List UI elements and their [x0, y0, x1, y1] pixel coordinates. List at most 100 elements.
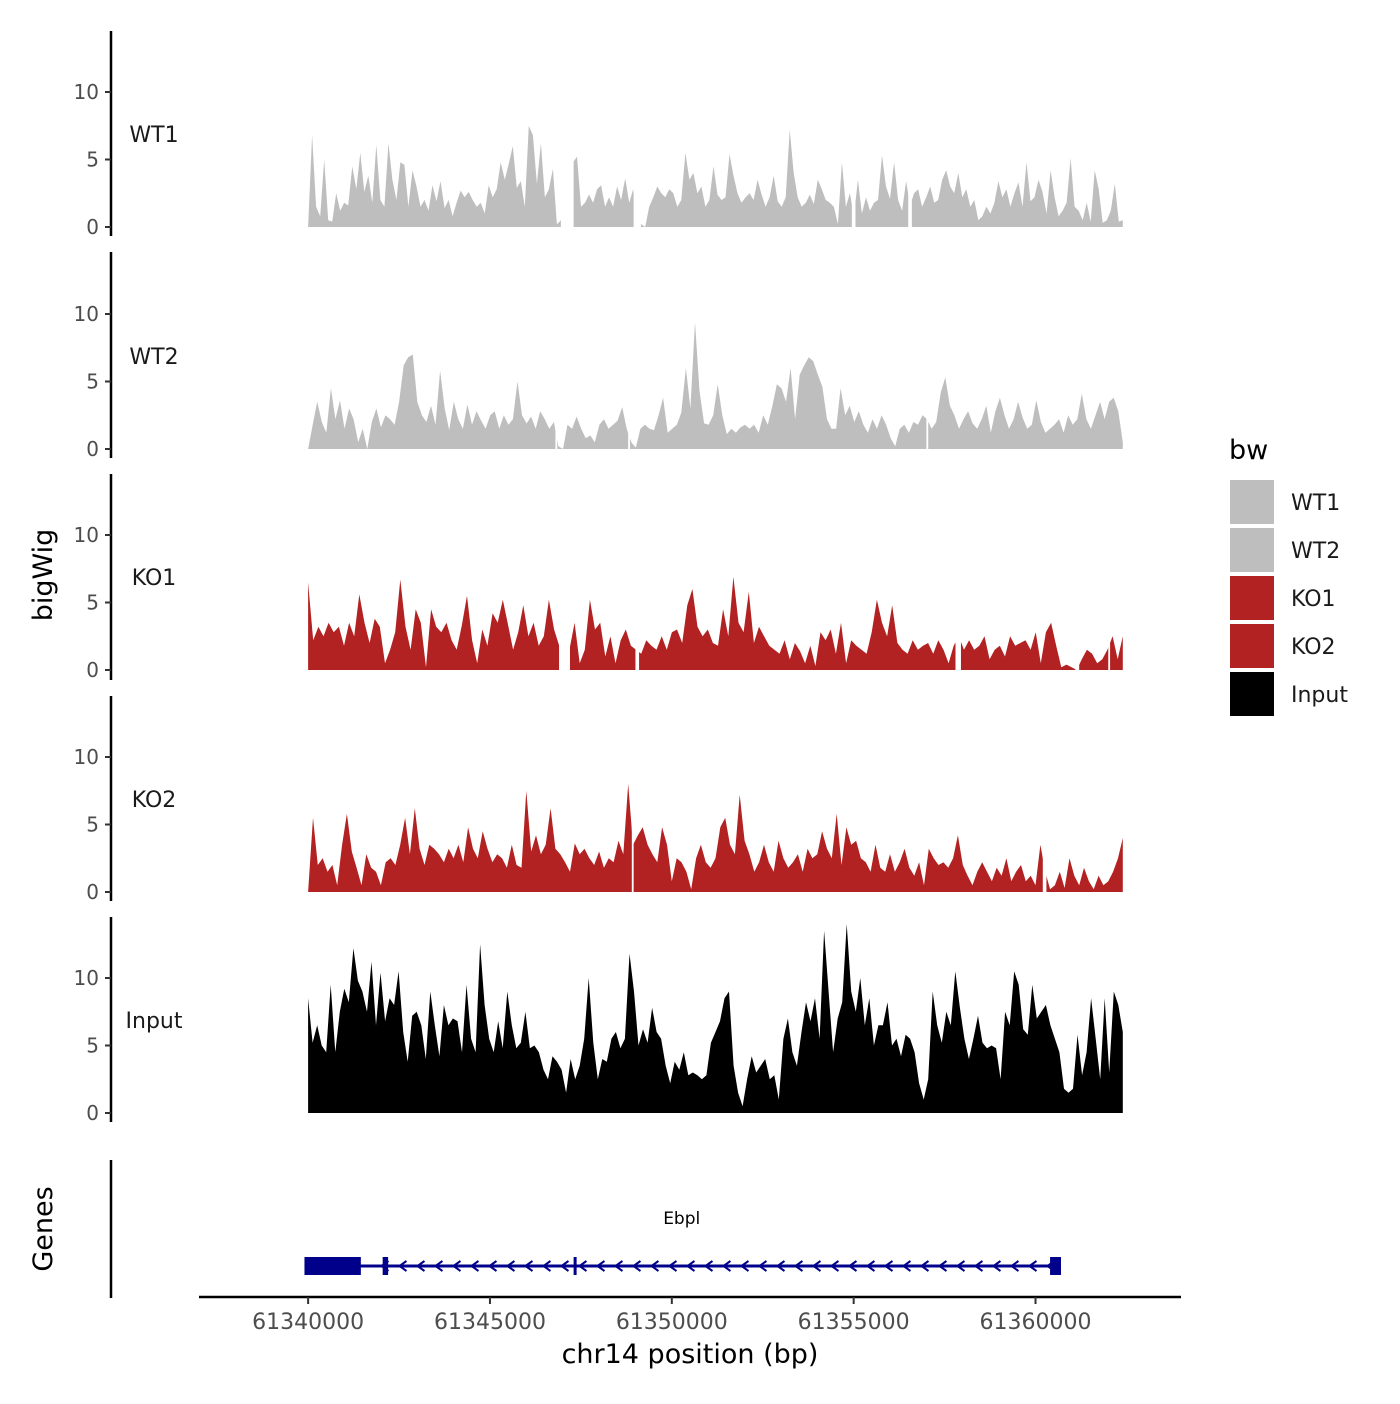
track-label-wt1: WT1	[129, 123, 178, 148]
track-gap-ko2	[1042, 696, 1047, 893]
track-gap-wt1	[560, 31, 574, 228]
track-gap-ko1	[955, 474, 961, 671]
y-tick-label-ko2: 10	[74, 745, 99, 769]
gene-strand-arrow	[1027, 1260, 1038, 1272]
track-area-wt2	[308, 322, 1123, 449]
track-label-wt2: WT2	[129, 345, 178, 370]
gene-strand-arrow	[415, 1260, 426, 1272]
gene-strand-arrow	[973, 1260, 984, 1272]
track-label-input: Input	[126, 1009, 183, 1034]
gene-strand-arrow	[955, 1260, 966, 1272]
y-tick-label-ko1: 0	[86, 658, 99, 682]
track-gap-ko1	[1108, 474, 1111, 671]
track-gap-ko2	[631, 696, 634, 893]
gene-exon	[573, 1257, 577, 1275]
track-gap-wt1	[851, 31, 856, 228]
gene-strand-arrow	[469, 1260, 480, 1272]
y-tick-label-ko1: 10	[74, 523, 99, 547]
gene-strand-arrow	[685, 1260, 696, 1272]
gene-strand-arrow	[523, 1260, 534, 1272]
x-axis-title: chr14 position (bp)	[562, 1339, 819, 1370]
y-tick-label-wt2: 5	[86, 370, 99, 394]
y-tick-label-wt1: 10	[74, 80, 99, 104]
gene-strand-arrow	[703, 1260, 714, 1272]
gene-strand-arrow	[433, 1260, 444, 1272]
track-gap-ko1	[1075, 474, 1080, 671]
legend-swatch-wt2	[1230, 528, 1274, 572]
gene-strand-arrow	[559, 1260, 570, 1272]
track-label-ko1: KO1	[132, 566, 177, 591]
legend-swatch-ko1	[1230, 576, 1274, 620]
track-area-wt1	[308, 125, 1123, 227]
gene-label: Ebpl	[663, 1209, 700, 1229]
gene-strand-arrow	[829, 1260, 840, 1272]
gene-strand-arrow	[793, 1260, 804, 1272]
gene-strand-arrow	[1009, 1260, 1020, 1272]
y-axis-title: bigWig	[28, 529, 59, 622]
legend-label-wt2: WT2	[1291, 539, 1340, 564]
gene-exon	[1050, 1257, 1061, 1275]
gene-strand-arrow	[775, 1260, 786, 1272]
y-tick-label-wt1: 0	[86, 215, 99, 239]
y-tick-label-input: 5	[86, 1034, 99, 1058]
genes-axis-title: Genes	[28, 1186, 59, 1271]
track-area-ko2	[308, 784, 1123, 892]
x-tick-label: 61360000	[980, 1310, 1092, 1335]
gene-exon	[304, 1257, 361, 1275]
x-tick-label: 61350000	[616, 1310, 728, 1335]
legend-label-input: Input	[1291, 683, 1348, 708]
legend-label-ko1: KO1	[1291, 587, 1336, 612]
gene-strand-arrow	[667, 1260, 678, 1272]
legend-swatch-wt1	[1230, 480, 1274, 524]
track-gap-wt2	[555, 252, 558, 450]
legend-label-ko2: KO2	[1291, 635, 1336, 660]
gene-strand-arrow	[577, 1260, 588, 1272]
track-area-ko1	[308, 576, 1123, 670]
x-tick-label: 61345000	[434, 1310, 546, 1335]
gene-strand-arrow	[613, 1260, 624, 1272]
y-tick-label-ko1: 5	[86, 591, 99, 615]
gene-strand-arrow	[991, 1260, 1002, 1272]
legend-swatch-input	[1230, 672, 1274, 716]
track-gap-ko1	[635, 474, 640, 671]
track-gap-wt1	[908, 31, 912, 228]
gene-strand-arrow	[937, 1260, 948, 1272]
x-tick-label: 61340000	[252, 1310, 364, 1335]
track-gap-wt2	[628, 252, 630, 450]
gene-strand-arrow	[721, 1260, 732, 1272]
gene-exon	[382, 1257, 389, 1275]
gene-strand-arrow	[901, 1260, 912, 1272]
y-tick-label-input: 10	[74, 966, 99, 990]
gene-strand-arrow	[865, 1260, 876, 1272]
legend-label-wt1: WT1	[1291, 491, 1340, 516]
y-tick-label-wt2: 10	[74, 302, 99, 326]
gene-strand-arrow	[811, 1260, 822, 1272]
gene-strand-arrow	[397, 1260, 408, 1272]
gene-strand-arrow	[883, 1260, 894, 1272]
gene-strand-arrow	[757, 1260, 768, 1272]
gene-strand-arrow	[631, 1260, 642, 1272]
y-tick-label-ko2: 5	[86, 813, 99, 837]
track-area-input	[308, 924, 1123, 1113]
gene-strand-arrow	[649, 1260, 660, 1272]
legend-title: bw	[1229, 435, 1268, 466]
legend-swatch-ko2	[1230, 624, 1274, 668]
gene-strand-arrow	[505, 1260, 516, 1272]
gene-strand-arrow	[739, 1260, 750, 1272]
gene-strand-arrow	[451, 1260, 462, 1272]
y-tick-label-input: 0	[86, 1101, 99, 1125]
gene-strand-arrow	[487, 1260, 498, 1272]
gene-strand-arrow	[595, 1260, 606, 1272]
y-tick-label-ko2: 0	[86, 880, 99, 904]
track-gap-ko1	[559, 474, 570, 671]
y-tick-label-wt2: 0	[86, 437, 99, 461]
track-gap-wt1	[633, 31, 641, 228]
track-label-ko2: KO2	[132, 788, 177, 813]
y-tick-label-wt1: 5	[86, 148, 99, 172]
gene-strand-arrow	[847, 1260, 858, 1272]
x-tick-label: 61355000	[798, 1310, 910, 1335]
gene-strand-arrow	[919, 1260, 930, 1272]
track-gap-wt2	[926, 252, 929, 450]
